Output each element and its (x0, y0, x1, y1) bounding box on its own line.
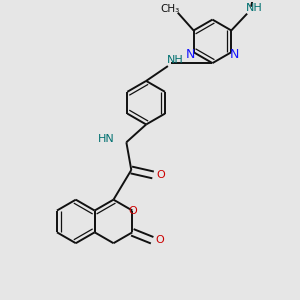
Text: NH: NH (167, 55, 183, 65)
Text: N: N (230, 48, 239, 61)
Text: O: O (128, 206, 137, 215)
Text: NH: NH (246, 3, 262, 13)
Text: O: O (156, 235, 164, 245)
Text: CH₃: CH₃ (160, 4, 179, 14)
Text: O: O (157, 170, 165, 180)
Text: N: N (186, 48, 195, 61)
Text: HN: HN (98, 134, 115, 144)
